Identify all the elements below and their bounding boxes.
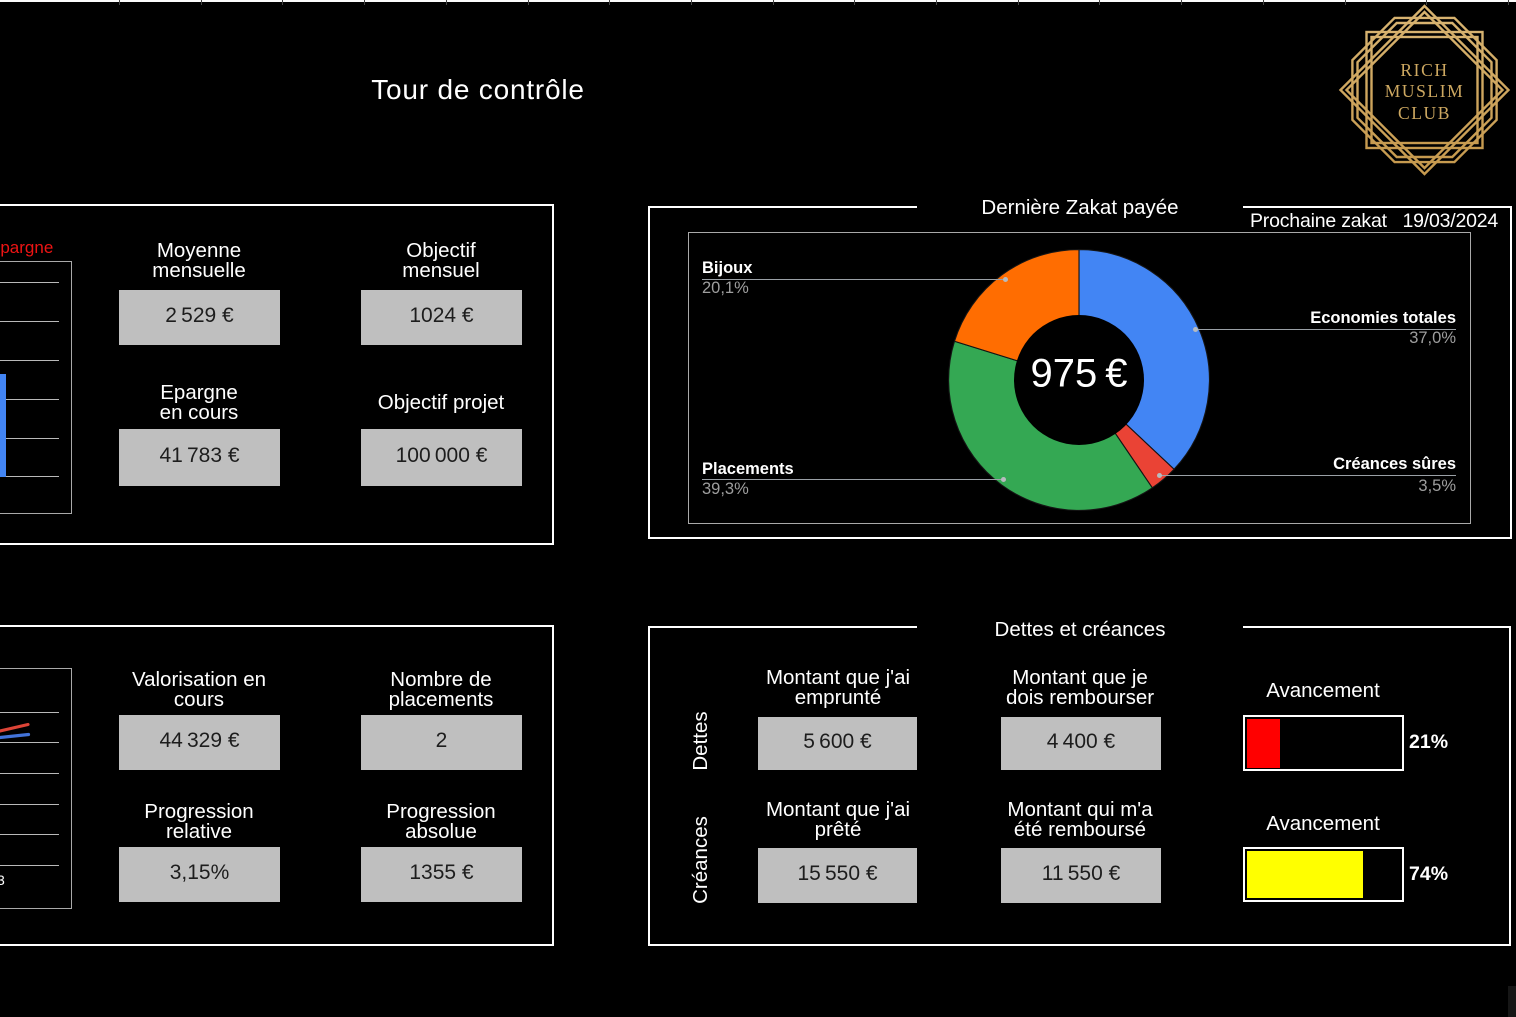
svg-text:MUSLIM: MUSLIM [1385,81,1465,101]
svg-text:CLUB: CLUB [1398,103,1451,123]
svg-text:RICH: RICH [1400,60,1448,80]
